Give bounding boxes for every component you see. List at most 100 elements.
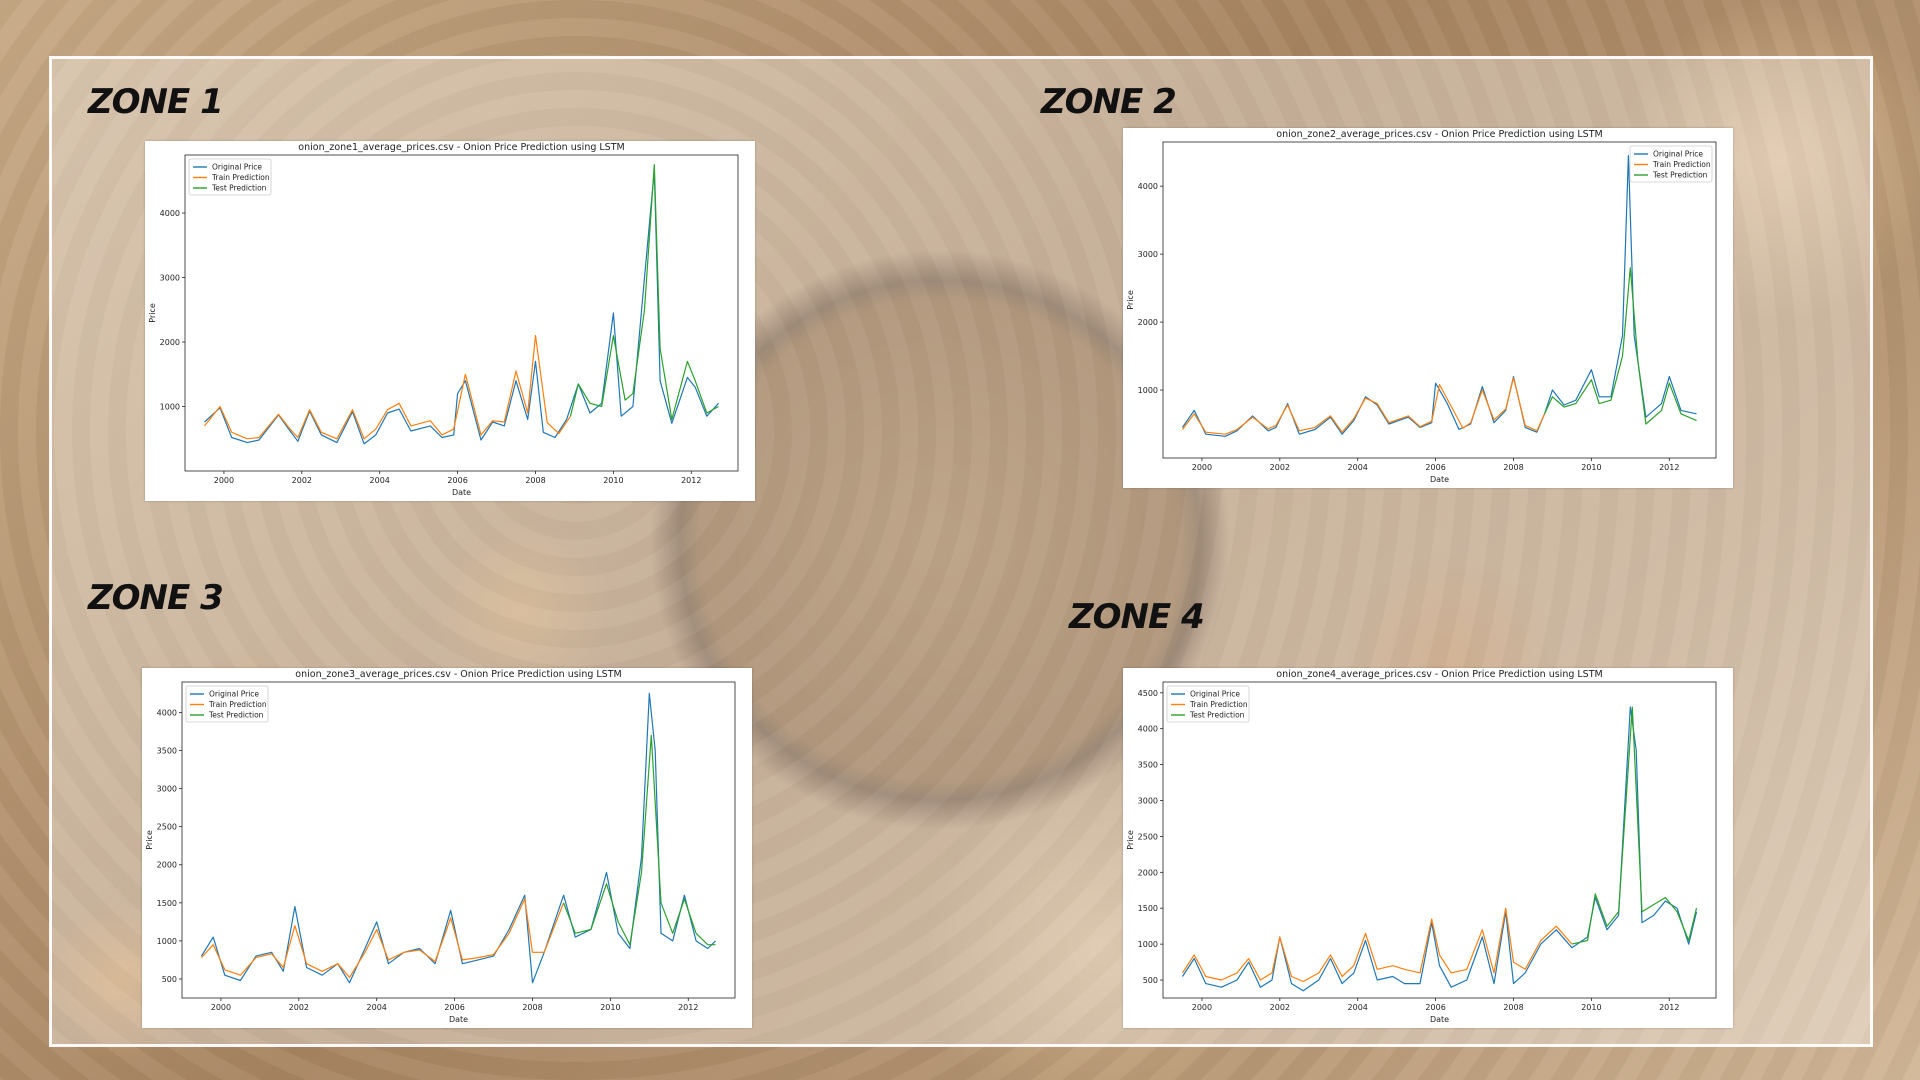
y-tick-label: 3000	[157, 785, 177, 794]
chart-zone-1: onion_zone1_average_prices.csv - Onion P…	[145, 141, 755, 501]
series-line-train	[1181, 907, 1573, 983]
x-axis-label: Date	[1430, 1015, 1449, 1024]
y-axis-label: Price	[1126, 830, 1135, 850]
y-axis-label: Price	[145, 830, 154, 850]
legend-label-original: Original Price	[1190, 690, 1240, 699]
y-tick-label: 500	[162, 975, 177, 984]
x-tick-label: 2000	[1192, 1003, 1212, 1012]
chart-zone-4: onion_zone4_average_prices.csv - Onion P…	[1123, 668, 1733, 1028]
series-line-test	[563, 734, 716, 946]
chart-title: onion_zone2_average_prices.csv - Onion P…	[1276, 129, 1602, 140]
plot-area-frame	[184, 154, 739, 472]
legend-label-test: Test Prediction	[211, 184, 267, 193]
y-tick-label: 3000	[160, 274, 180, 283]
x-tick-label: 2008	[525, 476, 545, 485]
y-tick-label: 2500	[157, 823, 177, 832]
series-line-test	[1571, 706, 1698, 945]
y-tick-label: 2000	[1138, 868, 1158, 877]
legend-box	[1629, 145, 1713, 183]
series-group	[1182, 155, 1697, 437]
x-tick-label: 2012	[681, 476, 701, 485]
zone-4-title: ZONE 4	[1069, 597, 1205, 637]
y-tick-label: 1000	[157, 937, 177, 946]
zone-3-title: ZONE 3	[88, 578, 224, 618]
x-tick-label: 2008	[1503, 1003, 1523, 1012]
y-tick-label: 2000	[1138, 318, 1158, 327]
series-line-test	[1544, 267, 1697, 425]
legend-label-test: Test Prediction	[208, 711, 264, 720]
legend-label-train: Train Prediction	[1189, 700, 1248, 709]
plot-area-frame	[1162, 681, 1717, 999]
x-tick-label: 2010	[600, 1003, 620, 1012]
x-tick-label: 2006	[1425, 463, 1445, 472]
x-tick-label: 2012	[1659, 1003, 1679, 1012]
series-group	[200, 692, 716, 984]
y-tick-label: 1500	[1138, 904, 1158, 913]
zone-1-title: ZONE 1	[88, 82, 224, 122]
chart-title: onion_zone4_average_prices.csv - Onion P…	[1276, 669, 1602, 680]
y-tick-label: 2000	[160, 338, 180, 347]
x-tick-label: 2006	[1425, 1003, 1445, 1012]
legend-box	[185, 685, 269, 723]
x-tick-label: 2006	[447, 476, 467, 485]
zone-2-title: ZONE 2	[1041, 82, 1177, 122]
x-tick-label: 2008	[1503, 463, 1523, 472]
legend-box	[188, 158, 272, 196]
series-line-original	[204, 170, 719, 445]
y-tick-label: 3500	[1138, 761, 1158, 770]
series-line-original	[200, 692, 716, 984]
x-tick-label: 2010	[1581, 463, 1601, 472]
chart-zone-2-svg: onion_zone2_average_prices.csv - Onion P…	[1126, 129, 1717, 484]
y-tick-label: 4000	[1138, 182, 1158, 191]
chart-zone-1-svg: onion_zone1_average_prices.csv - Onion P…	[148, 142, 739, 497]
series-line-original	[1181, 706, 1698, 992]
x-tick-label: 2010	[1581, 1003, 1601, 1012]
x-axis-label: Date	[452, 488, 471, 497]
x-tick-label: 2008	[522, 1003, 542, 1012]
y-tick-label: 1000	[1138, 386, 1158, 395]
series-line-train	[1182, 377, 1546, 435]
plot-area-frame	[181, 681, 736, 999]
x-tick-label: 2004	[1348, 1003, 1368, 1012]
legend-label-train: Train Prediction	[208, 700, 267, 709]
y-tick-label: 3500	[157, 747, 177, 756]
x-tick-label: 2002	[1270, 1003, 1290, 1012]
y-tick-label: 4000	[1138, 725, 1158, 734]
series-line-train	[201, 898, 565, 978]
y-tick-label: 500	[1143, 976, 1158, 985]
y-axis-label: Price	[1126, 290, 1135, 310]
x-tick-label: 2004	[1348, 463, 1368, 472]
legend-label-original: Original Price	[212, 163, 262, 172]
chart-zone-2: onion_zone2_average_prices.csv - Onion P…	[1123, 128, 1733, 488]
y-tick-label: 3000	[1138, 797, 1158, 806]
y-tick-label: 2000	[157, 861, 177, 870]
x-tick-label: 2012	[1659, 463, 1679, 472]
y-tick-label: 3000	[1138, 250, 1158, 259]
y-tick-label: 4000	[160, 209, 180, 218]
x-tick-label: 2004	[370, 476, 390, 485]
chart-zone-4-svg: onion_zone4_average_prices.csv - Onion P…	[1126, 669, 1717, 1024]
y-axis-label: Price	[148, 303, 157, 323]
y-tick-label: 1000	[160, 403, 180, 412]
legend-label-test: Test Prediction	[1652, 171, 1708, 180]
legend-label-original: Original Price	[1653, 150, 1703, 159]
legend-label-test: Test Prediction	[1189, 711, 1245, 720]
legend-box	[1166, 685, 1250, 723]
plot-area-frame	[1162, 141, 1717, 459]
x-tick-label: 2004	[367, 1003, 387, 1012]
series-line-original	[1182, 155, 1697, 437]
x-axis-label: Date	[449, 1015, 468, 1024]
x-tick-label: 2010	[603, 476, 623, 485]
series-line-train	[204, 335, 571, 440]
y-tick-label: 1500	[157, 899, 177, 908]
legend-label-original: Original Price	[209, 690, 259, 699]
x-axis-label: Date	[1430, 475, 1449, 484]
y-tick-label: 4000	[157, 708, 177, 717]
chart-zone-3-svg: onion_zone3_average_prices.csv - Onion P…	[145, 669, 736, 1024]
legend-label-train: Train Prediction	[1652, 160, 1711, 169]
x-tick-label: 2006	[444, 1003, 464, 1012]
y-tick-label: 1000	[1138, 940, 1158, 949]
series-group	[1181, 706, 1698, 992]
